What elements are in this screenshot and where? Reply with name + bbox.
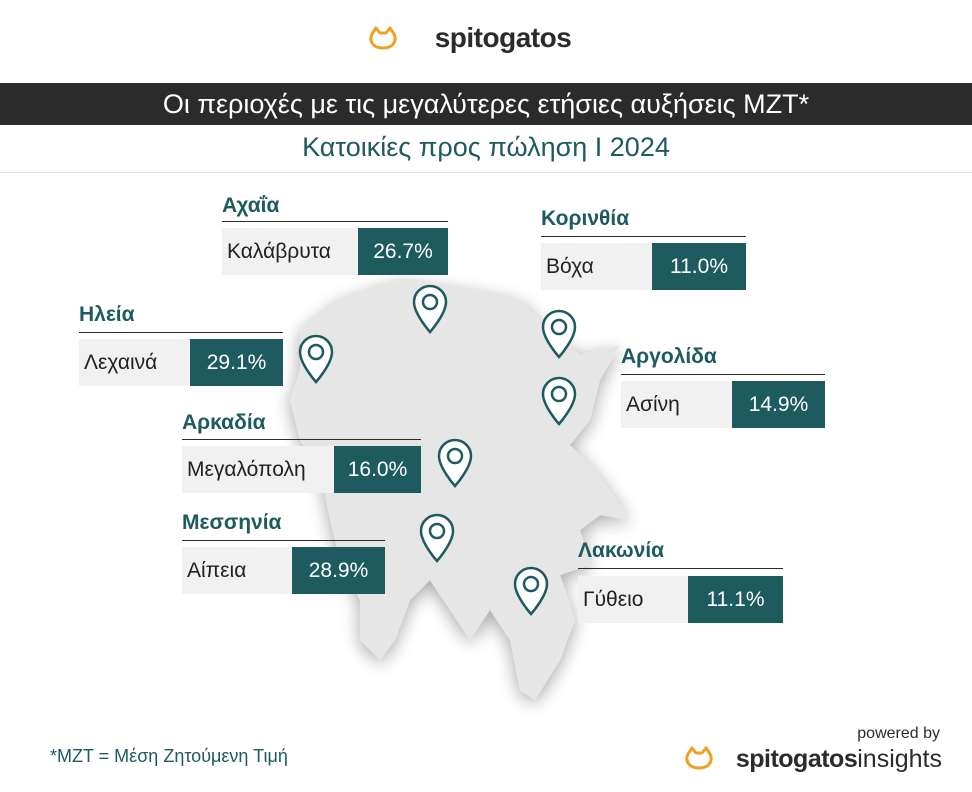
title: Οι περιοχές με τις μεγαλύτερες ετήσιες α… [162, 89, 810, 119]
price-change: 26.7% [358, 228, 448, 275]
region-rule [541, 236, 746, 237]
town-name: Αίπεια [182, 547, 292, 594]
region-rule [222, 221, 448, 222]
town-name: Μεγαλόπολη [182, 446, 334, 493]
footer-product: insights [857, 745, 942, 773]
footnote: *ΜΖΤ = Μέση Ζητούμενη Τιμή [50, 746, 288, 766]
powered-by: powered by [857, 725, 940, 742]
town-name: Γύθειο [578, 576, 688, 623]
divider [0, 172, 972, 173]
region-rule [182, 540, 385, 541]
town-name: Καλάβρυτα [222, 228, 358, 275]
brand-text: spitogatos [434, 22, 572, 53]
town-name: Λεχαινά [79, 339, 190, 386]
footer-brand-name: spitogatos [735, 745, 858, 773]
price-change: 16.0% [334, 446, 421, 493]
brand-icon [685, 746, 713, 770]
town-name: Βόχα [541, 243, 652, 290]
title-bar: Οι περιοχές με τις μεγαλύτερες ετήσιες α… [0, 83, 972, 125]
price-change: 28.9% [292, 547, 385, 594]
region-name: Αργολίδα [621, 345, 717, 368]
region-name: Λακωνία [578, 539, 665, 562]
town-name: Ασίνη [621, 381, 732, 428]
region-rule [578, 568, 783, 569]
price-change: 11.1% [688, 576, 783, 623]
price-change: 11.0% [652, 243, 746, 290]
price-change: 29.1% [190, 339, 283, 386]
region-name: Ηλεία [79, 303, 135, 326]
price-change: 14.9% [732, 381, 825, 428]
brand: spitogatos [0, 22, 972, 54]
region-rule [621, 374, 825, 375]
region-name: Αρκαδία [182, 411, 266, 434]
region-name: Κορινθία [541, 207, 630, 230]
region-rule [79, 332, 283, 333]
region-name: Αχαΐα [222, 194, 280, 217]
region-rule [182, 439, 421, 440]
region-name: Μεσσηνία [182, 511, 282, 534]
subtitle: Κατοικίες προς πώληση I 2024 [302, 132, 670, 162]
footer-brand: spitogatosinsights [736, 745, 942, 774]
